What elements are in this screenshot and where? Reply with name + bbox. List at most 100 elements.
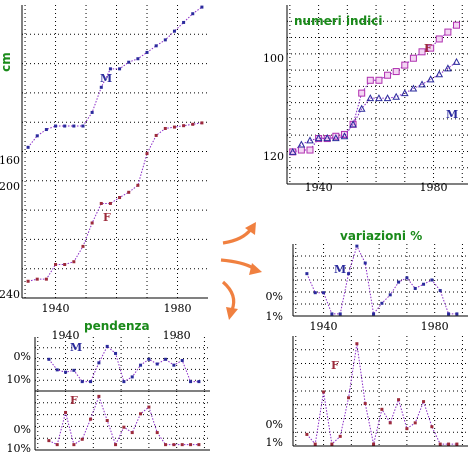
- y-tick-label: 0%: [266, 418, 283, 431]
- data-point-m: [363, 261, 367, 265]
- series-line-m: [27, 6, 203, 148]
- data-point-m: [400, 89, 409, 97]
- data-point-f: [63, 263, 67, 267]
- chart-title: numeri indici: [294, 14, 383, 28]
- data-point-f: [108, 201, 112, 205]
- data-point-m: [397, 280, 401, 284]
- x-tick-label: 1980: [163, 329, 191, 342]
- y-tick-label: 120: [263, 150, 284, 163]
- data-point-m: [430, 278, 434, 282]
- data-point-f: [380, 407, 384, 411]
- data-point-m: [89, 380, 93, 384]
- data-point-m: [145, 50, 149, 54]
- data-point-m: [191, 12, 195, 16]
- data-point-m: [322, 291, 326, 295]
- data-point-f: [330, 442, 334, 446]
- data-point-m: [172, 363, 176, 367]
- data-point-m: [63, 124, 67, 128]
- chart-title: pendenza: [84, 319, 150, 333]
- x-tick-label: 1940: [310, 320, 338, 333]
- data-point-f: [81, 244, 85, 248]
- data-point-m: [330, 312, 334, 316]
- series-label-m: M: [70, 341, 82, 354]
- data-point-f: [35, 277, 39, 281]
- data-point-f: [155, 431, 159, 435]
- data-point-f: [372, 442, 376, 446]
- data-point-f: [127, 190, 131, 194]
- data-point-f: [338, 434, 342, 438]
- series-label-f: F: [331, 359, 339, 372]
- data-point-f: [99, 201, 103, 205]
- data-point-m: [331, 134, 340, 142]
- data-point-m: [347, 272, 351, 276]
- data-point-m: [164, 357, 168, 361]
- data-point-f: [453, 21, 461, 29]
- data-point-m: [105, 344, 109, 348]
- data-point-f: [332, 132, 340, 140]
- data-point-m: [447, 312, 451, 316]
- data-point-f: [189, 443, 193, 447]
- data-point-m: [338, 312, 342, 316]
- data-point-m: [108, 67, 112, 71]
- data-point-f: [191, 122, 195, 126]
- data-point-m: [80, 380, 84, 384]
- series-label-m: M: [100, 72, 112, 85]
- data-point-m: [189, 380, 193, 384]
- x-tick-label: 1980: [164, 302, 192, 315]
- data-point-m: [375, 94, 383, 102]
- y-tick-label: 10%: [7, 373, 31, 386]
- data-point-f: [105, 419, 109, 422]
- data-point-m: [388, 293, 392, 297]
- data-point-f: [55, 443, 59, 447]
- chart-title: variazioni %: [340, 229, 422, 243]
- data-point-m: [180, 358, 184, 362]
- data-point-m: [55, 368, 59, 372]
- data-point-m: [438, 289, 442, 293]
- series-label-m: M: [446, 108, 458, 121]
- data-point-f: [97, 394, 101, 398]
- y-tick-label: 200: [0, 180, 20, 193]
- x-tick-label: 1940: [42, 302, 70, 315]
- data-point-f: [297, 146, 305, 154]
- x-tick-label: 1940: [52, 329, 80, 342]
- arrow-to-indici-icon: [222, 222, 256, 245]
- data-point-f: [197, 443, 201, 447]
- data-point-f: [154, 133, 158, 137]
- data-point-f: [172, 443, 176, 447]
- data-point-m: [64, 370, 68, 374]
- data-point-m: [182, 20, 186, 24]
- data-point-f: [64, 410, 68, 414]
- data-point-f: [435, 35, 443, 43]
- data-point-f: [438, 442, 442, 446]
- data-point-m: [409, 84, 418, 92]
- data-point-m: [297, 140, 306, 148]
- data-point-m: [44, 128, 48, 132]
- data-point-f: [363, 402, 367, 406]
- data-point-f: [47, 439, 51, 443]
- data-point-m: [413, 286, 417, 290]
- data-point-m: [136, 57, 140, 61]
- data-point-m: [392, 92, 401, 100]
- data-point-m: [97, 361, 101, 365]
- data-point-f: [392, 68, 400, 76]
- data-point-f: [347, 396, 351, 400]
- data-point-m: [163, 38, 167, 42]
- data-point-f: [118, 196, 122, 200]
- data-point-f: [164, 443, 168, 447]
- data-point-f: [340, 130, 348, 138]
- data-point-m: [72, 124, 76, 128]
- data-point-f: [413, 421, 417, 425]
- data-point-f: [72, 443, 76, 447]
- data-point-f: [405, 427, 409, 431]
- series-line-f: [306, 343, 457, 446]
- y-tick-label: 0%: [14, 423, 31, 436]
- data-point-m: [54, 124, 58, 128]
- series-label-m: M: [334, 263, 346, 276]
- data-point-f: [180, 443, 184, 447]
- y-tick-label: 160: [0, 154, 20, 167]
- data-point-m: [340, 132, 349, 140]
- data-point-m: [306, 136, 314, 144]
- data-point-f: [26, 279, 30, 283]
- data-point-m: [372, 312, 376, 316]
